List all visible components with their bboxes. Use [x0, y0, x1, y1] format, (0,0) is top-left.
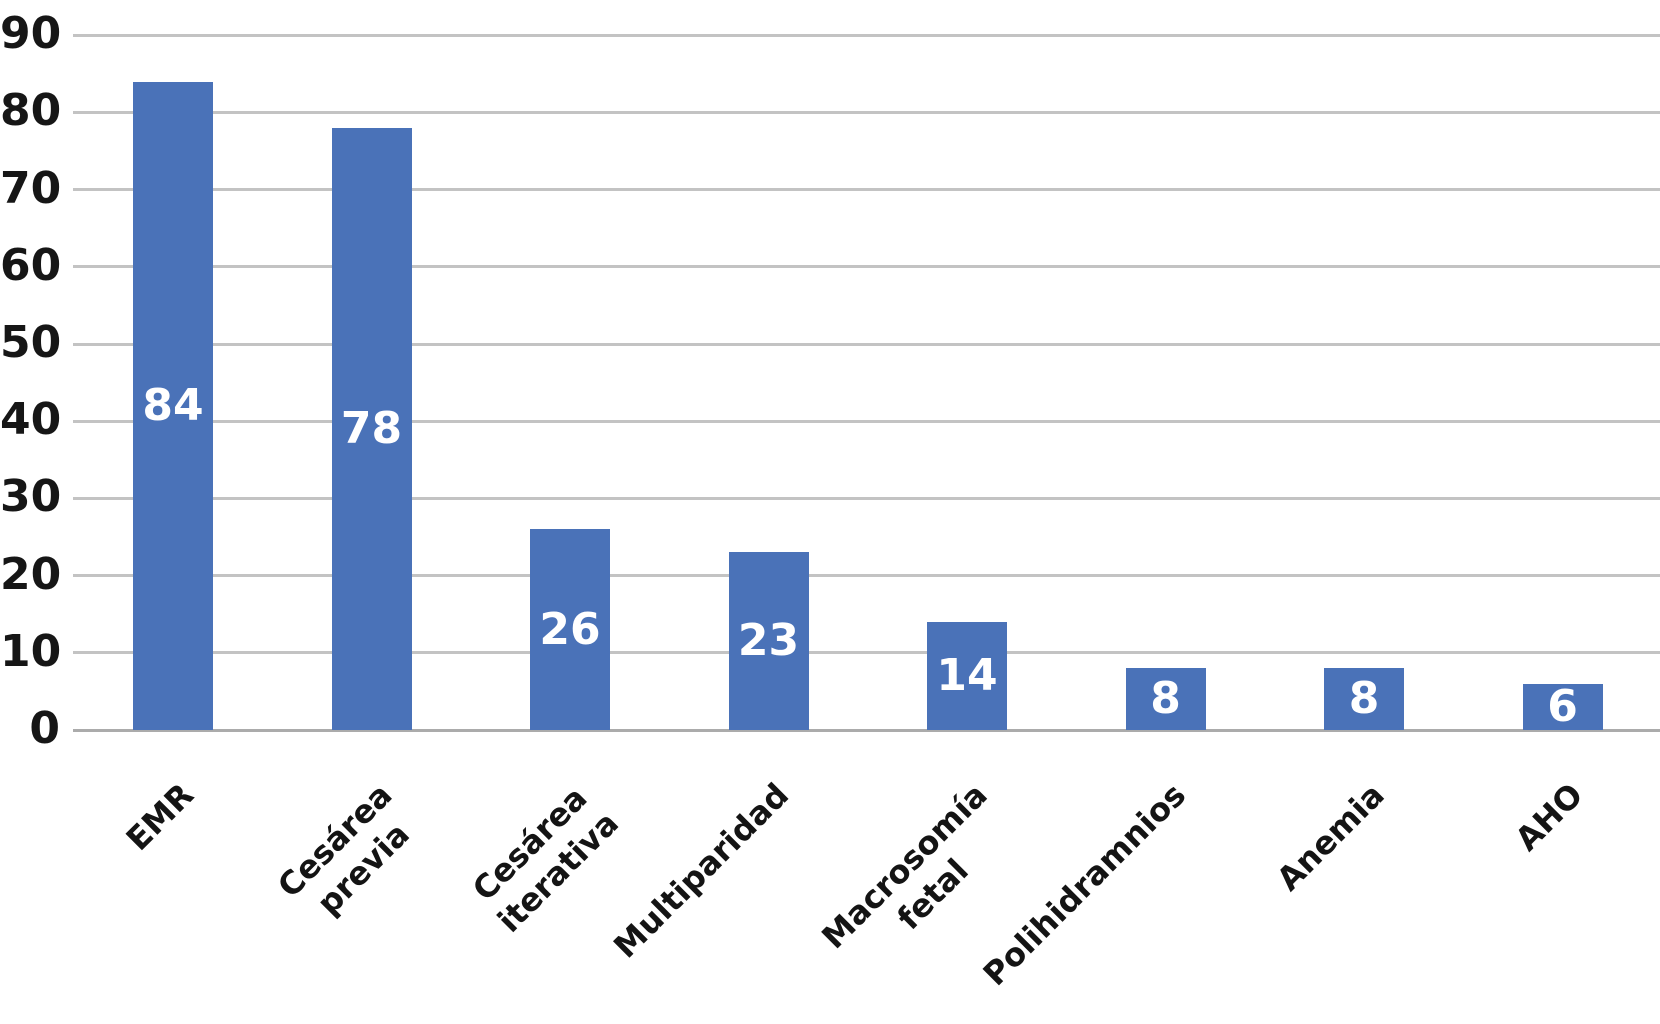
bar: 8: [1324, 668, 1404, 730]
y-tick-label: 90: [0, 8, 62, 60]
y-tick-label: 40: [0, 394, 62, 446]
bar: 23: [728, 552, 809, 730]
bar-value-label: 26: [539, 603, 601, 655]
bar: 6: [1522, 680, 1603, 732]
gridline: [73, 574, 1660, 578]
bar-value-label: 23: [737, 615, 800, 667]
y-tick-label: 60: [0, 239, 62, 291]
x-category-label: Multiparidad: [606, 775, 797, 966]
x-category-label: AHO: [1507, 775, 1591, 859]
bar: 14: [927, 621, 1007, 730]
x-category-label: Cesárea previa: [269, 775, 417, 923]
y-tick-label: 70: [0, 162, 62, 214]
gridline: [73, 496, 1660, 500]
y-tick-label: 80: [0, 85, 62, 137]
gridline: [73, 110, 1660, 114]
gridline: [73, 651, 1660, 655]
x-category-label: Cesárea iterativa: [465, 778, 626, 940]
y-tick-label: 30: [0, 471, 62, 523]
bar: 8: [1125, 668, 1206, 730]
gridline: [73, 265, 1660, 269]
y-tick-label: 0: [29, 703, 60, 755]
y-tick-label: 50: [0, 317, 62, 369]
bar: 26: [530, 529, 610, 730]
y-tick-label: 20: [0, 548, 62, 600]
y-tick-label: 10: [0, 625, 62, 677]
bar-value-label: 8: [1348, 673, 1380, 725]
bar: 78: [331, 127, 412, 730]
x-category-label: Anemia: [1269, 775, 1392, 899]
bar-value-label: 78: [340, 402, 403, 454]
gridline: [73, 188, 1660, 192]
bar: 84: [133, 81, 213, 730]
bar-value-label: 14: [936, 649, 998, 701]
bar-value-label: 8: [1150, 673, 1181, 725]
bar-value-label: 6: [1547, 680, 1578, 732]
bar-value-label: 84: [142, 379, 204, 431]
gridline: [73, 342, 1660, 346]
gridline: [73, 33, 1660, 37]
x-category-label: EMR: [118, 775, 201, 858]
x-category-label: Polihidramnios: [975, 775, 1194, 994]
gridline: [73, 419, 1660, 423]
x-axis-baseline: [73, 728, 1660, 732]
